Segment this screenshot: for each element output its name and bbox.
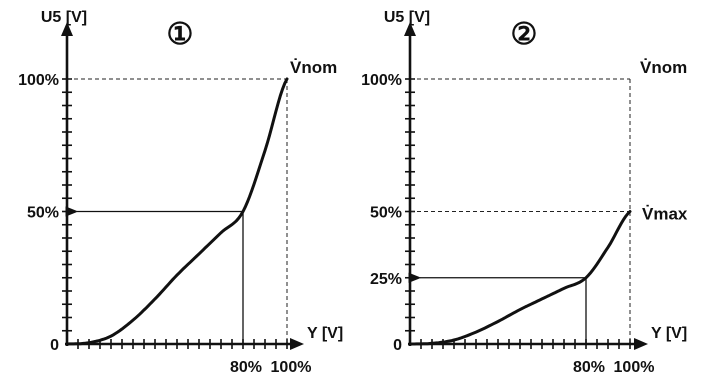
y-tick-label: 0 <box>393 337 402 354</box>
y-axis-arrow <box>404 22 416 36</box>
top-line-label: V̇nom <box>640 58 687 77</box>
y-axis-label: U5 [V] <box>384 9 430 26</box>
x-tick-label: 80% <box>230 359 262 376</box>
x-tick-label: 100% <box>614 359 655 376</box>
y-tick-label: 100% <box>361 72 402 89</box>
panel-marker: ① <box>167 18 194 51</box>
series-line <box>65 77 289 346</box>
x-axis-arrow <box>290 338 304 350</box>
y-tick-label: 50% <box>370 205 402 222</box>
panel-marker: ② <box>511 18 538 51</box>
curve-end-label: V̇max <box>642 205 688 224</box>
curve-end-label: V̇nom <box>290 58 337 77</box>
y-tick-label: 50% <box>27 205 59 222</box>
x-tick-label: 100% <box>271 359 312 376</box>
chart-panel-1: 100% 50% 0 80% 100% U5 [V] Y [V] ① V̇nom <box>18 9 343 376</box>
series-line <box>408 210 632 346</box>
x-axis-arrow <box>634 338 648 350</box>
y-axis-label: U5 [V] <box>41 9 87 26</box>
y-tick-label: 0 <box>50 337 59 354</box>
y-axis-arrow <box>61 22 73 36</box>
y-tick-label: 100% <box>18 72 59 89</box>
chart-panel-2: 100% 50% 25% 0 80% 100% U5 [V] Y [V] ② V̇nom V̇max <box>361 9 688 376</box>
x-tick-label: 80% <box>573 359 605 376</box>
x-axis-label: Y [V] <box>651 325 687 342</box>
x-axis-label: Y [V] <box>307 325 343 342</box>
y-tick-label: 25% <box>370 271 402 288</box>
